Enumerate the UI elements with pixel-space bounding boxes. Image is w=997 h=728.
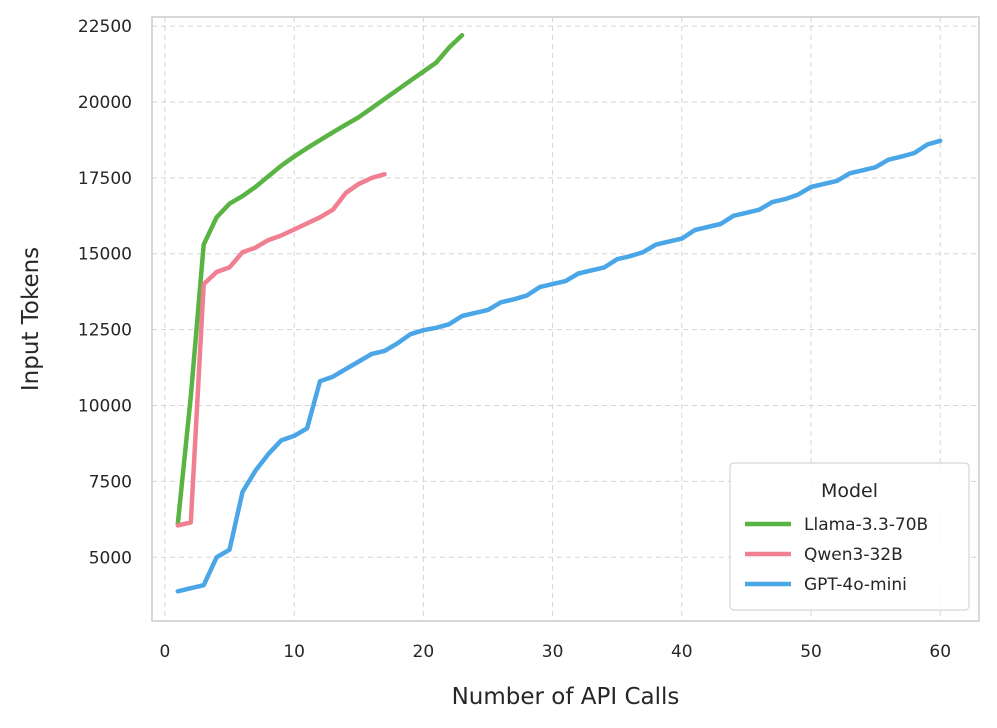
- series-lines: [175, 32, 943, 594]
- y-tick-label: 20000: [78, 93, 132, 113]
- grid: [152, 17, 979, 621]
- legend-title: Model: [821, 480, 878, 502]
- legend-box: [729, 462, 970, 611]
- series-line-qwen3-32b: [175, 171, 387, 528]
- y-tick-label: 12500: [78, 321, 132, 341]
- legend-label-llama-3-3-70b: Llama-3.3-70B: [804, 515, 928, 535]
- x-tick-label: 20: [413, 642, 435, 662]
- x-tick-label: 10: [283, 642, 305, 662]
- series-line-llama-3-3-70b: [175, 32, 465, 527]
- y-tick-label: 15000: [78, 245, 132, 265]
- y-tick-label: 17500: [78, 169, 132, 189]
- y-axis-label: Input Tokens: [18, 247, 44, 391]
- legend-items: Llama-3.3-70B Qwen3-32B GPT-4o-mini: [745, 515, 928, 595]
- plot-frame: [151, 16, 980, 622]
- y-tick-label: 7500: [89, 472, 132, 492]
- y-tick-label: 10000: [78, 397, 132, 417]
- axis-ticks: 0 10 20 30 40 50 60 5000 7500 10000 12500 15000 1750…: [78, 17, 951, 662]
- y-tick-label: 22500: [78, 17, 132, 37]
- x-tick-label: 50: [800, 642, 822, 662]
- x-tick-label: 30: [542, 642, 564, 662]
- x-tick-label: 0: [160, 642, 171, 662]
- legend-label-gpt-4o-mini: GPT-4o-mini: [804, 575, 907, 595]
- series-line-gpt-4o-mini: [175, 138, 943, 594]
- legend-label-qwen3-32b: Qwen3-32B: [804, 545, 903, 565]
- legend: Model Llama-3.3-70B Qwen3-32B GPT-4o-mini: [729, 462, 970, 611]
- x-tick-label: 40: [671, 642, 693, 662]
- y-tick-label: 5000: [89, 548, 132, 568]
- x-axis-label: Number of API Calls: [452, 684, 680, 710]
- x-tick-label: 60: [929, 642, 951, 662]
